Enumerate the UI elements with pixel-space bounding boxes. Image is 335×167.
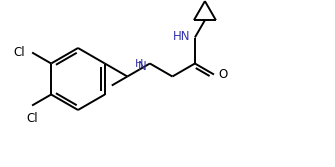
Text: H: H [134, 59, 143, 69]
Text: O: O [218, 68, 227, 81]
Text: Cl: Cl [26, 112, 38, 125]
Text: HN: HN [173, 30, 190, 43]
Text: N: N [138, 59, 147, 72]
Text: Cl: Cl [13, 46, 25, 59]
